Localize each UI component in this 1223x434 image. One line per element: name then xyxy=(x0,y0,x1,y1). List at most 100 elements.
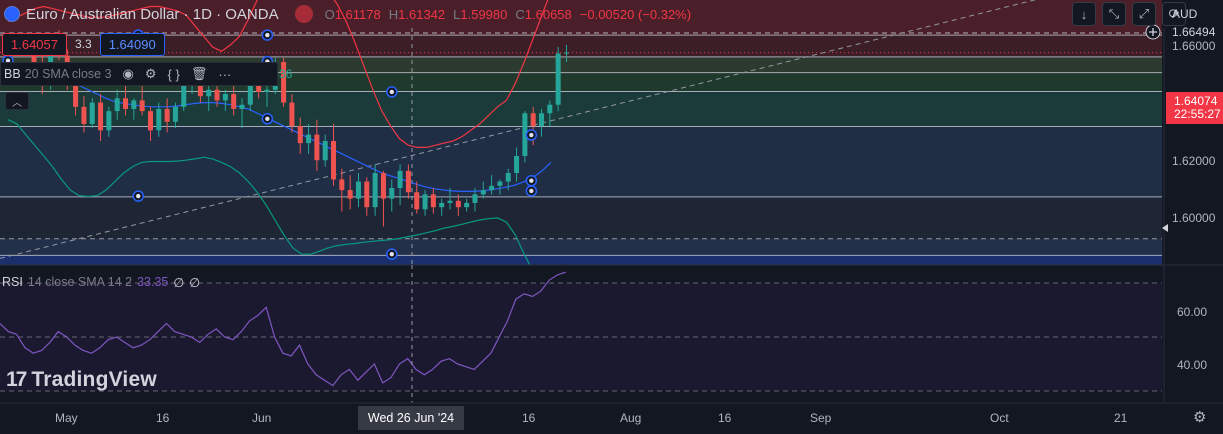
ohlc-open: O1.61178 xyxy=(324,6,381,22)
anchor-point-center xyxy=(136,193,141,199)
fib-band xyxy=(0,0,1162,36)
candle-body xyxy=(414,192,420,210)
candle-body xyxy=(181,85,187,107)
candle-body xyxy=(497,181,503,186)
time-axis-label: Jun xyxy=(252,411,271,425)
expand-icon[interactable]: ⤡ xyxy=(1102,2,1126,26)
buy-button[interactable]: 1.64090 xyxy=(99,32,165,56)
candle-body xyxy=(430,194,436,208)
trash-icon[interactable]: 🗑 xyxy=(190,66,208,81)
candle-body xyxy=(480,190,486,195)
time-axis-label: Sep xyxy=(810,411,832,425)
candle-body xyxy=(505,173,511,182)
anchor-point-center xyxy=(265,116,270,121)
crosshair-price-pointer xyxy=(1162,224,1168,232)
candle-body xyxy=(114,98,120,112)
arrow-down-icon[interactable]: ↓ xyxy=(1072,2,1096,26)
candle-body xyxy=(123,98,129,109)
tradingview-logo[interactable]: 17 TradingView xyxy=(6,367,157,393)
anchor-point-center xyxy=(265,32,270,38)
fib-band xyxy=(0,255,1162,265)
tradingview-logo-icon: 17 xyxy=(6,368,27,391)
ohlc-open-value: 1.61178 xyxy=(334,6,381,22)
rsi-legend-extra2: ∅ xyxy=(189,275,201,290)
candle-body xyxy=(264,89,270,92)
gear-icon[interactable]: ⚙ xyxy=(1193,409,1207,426)
time-axis-label: 16 xyxy=(156,411,170,425)
anchor-point-center xyxy=(5,58,11,63)
candle-body xyxy=(73,85,79,107)
rsi-axis-label: 60.00 xyxy=(1177,305,1207,319)
anchor-point-center xyxy=(389,251,394,257)
symbol-logo-icon xyxy=(4,6,20,22)
ohlc-close: C1.60658 xyxy=(515,6,572,22)
candle-body xyxy=(81,106,87,124)
bb-basis-line xyxy=(7,66,552,192)
anchor-point-center xyxy=(529,132,534,138)
time-axis-label: 16 xyxy=(718,411,732,425)
source-code-icon[interactable]: { } xyxy=(167,66,180,82)
symbol-title[interactable]: Euro / Australian Dollar · 1D · OANDA xyxy=(26,5,279,23)
rsi-legend[interactable]: RSI 14 close SMA 14 2 33.35 ∅ ∅ xyxy=(2,273,200,291)
fib-band xyxy=(0,91,1162,127)
price-axis-label: 1.66000 xyxy=(1172,39,1216,53)
candle-body xyxy=(239,104,245,109)
candle-body xyxy=(472,194,478,203)
candle-body xyxy=(247,79,253,105)
candle-body xyxy=(439,202,445,208)
candle-body xyxy=(522,113,528,156)
candle-body xyxy=(306,134,312,144)
bb-legend[interactable]: BB 20 SMA close 3 ◉ ⚙ { } 🗑 ··· xyxy=(0,62,278,86)
top-right-toolbar: ↓ ⤡ ⤢ ⟳ xyxy=(1066,2,1186,26)
screenshot-icon[interactable]: ⟳ xyxy=(1162,2,1186,26)
collapse-icon[interactable]: ⤢ xyxy=(1132,2,1156,26)
candle-body xyxy=(355,181,361,199)
currency-label[interactable]: AUD xyxy=(1172,7,1198,21)
rsi-legend-params: 14 close SMA 14 2 xyxy=(27,275,133,289)
candle-body xyxy=(530,113,536,127)
rsi-legend-extra1: ∅ xyxy=(173,275,185,290)
candle-body xyxy=(139,100,145,112)
ohlc-close-value: 1.60658 xyxy=(524,6,572,22)
bb-lower-line xyxy=(7,119,552,308)
countdown: 22:55:27 xyxy=(1174,107,1221,121)
candle-body xyxy=(339,179,345,191)
more-icon[interactable]: ··· xyxy=(218,66,232,82)
tradingview-logo-text: TradingView xyxy=(31,368,157,391)
trend-line xyxy=(0,0,1037,259)
candle-body xyxy=(455,200,461,208)
spread-value: 3.3 xyxy=(75,37,92,51)
bb-legend-value: 36 xyxy=(279,67,293,81)
candle-body xyxy=(172,106,178,122)
time-axis-label: Aug xyxy=(620,411,641,425)
candle-body xyxy=(539,113,545,127)
ohlc-high: H1.61342 xyxy=(388,6,446,22)
chevron-up-icon[interactable]: ︿ xyxy=(5,92,29,110)
price-axis-label: 1.62000 xyxy=(1172,154,1216,168)
settings-icon[interactable]: ⚙ xyxy=(144,66,157,81)
candle-body xyxy=(563,52,569,54)
fib-band xyxy=(0,72,1162,92)
candle-body xyxy=(206,89,212,97)
rsi-legend-name: RSI xyxy=(2,275,23,289)
candle-body xyxy=(555,53,561,105)
candle-body xyxy=(147,111,153,131)
ohlc-low: L1.59980 xyxy=(453,6,508,22)
rsi-axis-label: 40.00 xyxy=(1177,358,1207,372)
fib-band xyxy=(0,196,1162,239)
candle-body xyxy=(297,126,303,144)
market-status-icon[interactable] xyxy=(294,5,313,23)
eye-icon[interactable]: ◉ xyxy=(122,66,134,81)
candle-body xyxy=(489,185,495,191)
fib-band xyxy=(0,35,1162,57)
candle-body xyxy=(347,190,353,199)
candle-body xyxy=(156,108,162,131)
sell-button[interactable]: 1.64057 xyxy=(2,32,67,56)
time-axis-label: May xyxy=(55,411,78,425)
price-axis-label: 1.60000 xyxy=(1172,211,1216,225)
crosshair-plus-icon xyxy=(1145,24,1161,40)
candle-body xyxy=(281,62,287,103)
ohlc-low-value: 1.59980 xyxy=(460,6,508,22)
candle-body xyxy=(364,181,370,208)
